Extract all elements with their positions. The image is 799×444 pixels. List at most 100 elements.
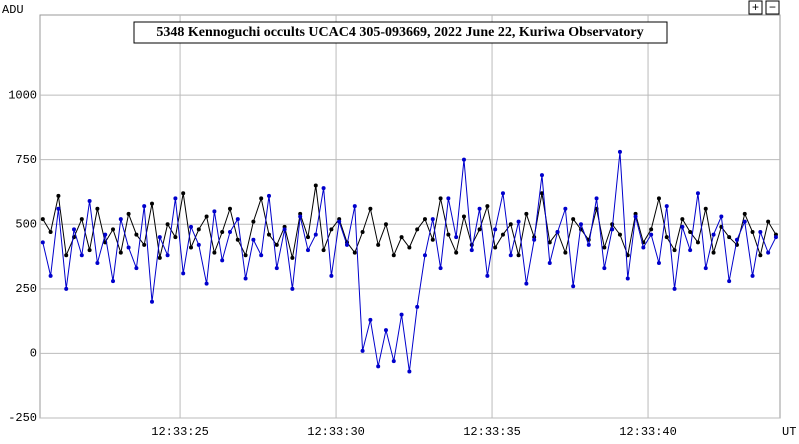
y-tick-label: 750 — [15, 153, 37, 167]
data-point — [563, 206, 568, 211]
data-point — [641, 245, 646, 250]
data-point — [734, 237, 739, 242]
data-point — [235, 217, 240, 222]
x-tick-label: 12:33:30 — [307, 425, 365, 439]
data-point — [430, 237, 435, 242]
x-tick-label: 12:33:35 — [463, 425, 521, 439]
data-point — [578, 222, 583, 227]
data-point — [633, 214, 638, 219]
data-point — [477, 227, 482, 232]
data-point — [477, 206, 482, 211]
data-point — [157, 235, 162, 240]
data-point — [524, 281, 529, 286]
data-point — [469, 248, 474, 253]
data-point — [56, 206, 61, 211]
data-point — [321, 186, 326, 191]
data-point — [438, 266, 443, 271]
data-point — [493, 245, 498, 250]
data-point — [243, 253, 248, 258]
data-point — [259, 253, 264, 258]
y-tick-label: -250 — [8, 411, 37, 425]
data-point — [695, 191, 700, 196]
data-point — [664, 235, 669, 240]
data-point — [212, 209, 217, 214]
data-point — [274, 266, 279, 271]
data-point — [664, 204, 669, 209]
zoom-in-label[interactable]: + — [752, 1, 759, 15]
data-point — [454, 250, 459, 255]
data-point — [391, 359, 396, 364]
data-point — [188, 245, 193, 250]
data-point — [87, 199, 92, 203]
zoom-out-label[interactable]: − — [769, 1, 776, 15]
data-point — [103, 232, 108, 237]
marks — [40, 149, 778, 374]
data-point — [142, 204, 147, 209]
data-point — [742, 219, 747, 224]
data-point — [337, 219, 342, 224]
data-point — [766, 219, 771, 224]
grid: -250 0 250 500 750 1000 12:33:25 12:33:30 12:33:… — [8, 15, 780, 439]
data-point — [703, 266, 708, 271]
data-point — [407, 245, 412, 250]
y-tick-label: 500 — [15, 217, 37, 231]
data-point — [461, 157, 466, 162]
data-point — [547, 240, 552, 245]
data-point — [227, 230, 232, 234]
data-point — [407, 369, 412, 374]
data-point — [532, 237, 537, 242]
data-point — [360, 348, 365, 353]
data-point — [438, 196, 443, 201]
data-point — [376, 242, 381, 247]
data-point — [352, 204, 357, 209]
data-point — [173, 235, 178, 240]
data-point — [773, 235, 778, 240]
zoom-in-button[interactable]: + — [748, 0, 763, 15]
data-point — [220, 258, 225, 263]
data-point — [204, 214, 209, 219]
data-point — [680, 224, 685, 229]
data-point — [64, 286, 69, 291]
data-point — [758, 253, 763, 258]
zoom-out-button[interactable]: − — [765, 0, 780, 15]
data-point — [672, 286, 677, 291]
data-point — [594, 196, 599, 201]
data-point — [586, 242, 591, 247]
data-point — [274, 242, 279, 247]
data-point — [571, 284, 576, 289]
data-point — [368, 317, 373, 322]
data-point — [656, 196, 661, 201]
data-point — [64, 253, 69, 258]
data-point — [703, 206, 708, 211]
data-point — [95, 261, 100, 265]
data-point — [181, 271, 186, 276]
data-point — [649, 232, 654, 237]
data-point — [134, 232, 139, 237]
data-point — [711, 232, 716, 237]
data-point — [313, 232, 318, 237]
data-point — [547, 261, 552, 265]
data-point — [617, 149, 622, 154]
data-point — [352, 250, 357, 255]
data-point — [461, 214, 466, 219]
data-point — [516, 219, 521, 224]
data-point — [610, 227, 615, 232]
data-point — [251, 219, 256, 224]
data-point — [516, 253, 521, 258]
data-point — [173, 196, 178, 201]
data-point — [72, 227, 77, 232]
data-point — [430, 217, 435, 222]
data-point — [165, 253, 170, 258]
data-point — [126, 211, 131, 216]
data-point — [188, 224, 193, 229]
data-point — [196, 242, 201, 247]
data-point — [40, 240, 45, 245]
x-tick-label: 12:33:25 — [151, 425, 209, 439]
data-point — [48, 230, 53, 234]
data-point — [111, 227, 116, 232]
data-point — [321, 248, 326, 253]
data-point — [329, 273, 334, 278]
data-point — [539, 173, 544, 178]
data-point — [79, 253, 84, 258]
